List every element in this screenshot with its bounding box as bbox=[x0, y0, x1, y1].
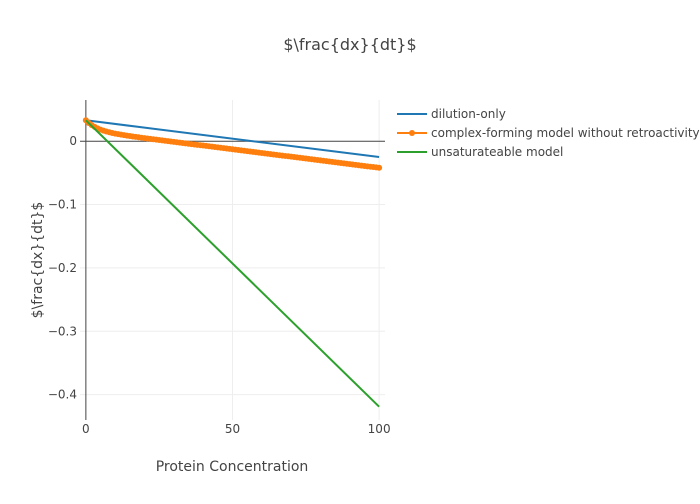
legend-marker-1 bbox=[409, 130, 415, 136]
tick-layer: 0 50 100 0 −0.1 −0.2 −0.3 −0.4 bbox=[48, 134, 391, 436]
y-axis-title: $\frac{dx}{dt}$ bbox=[30, 202, 46, 319]
x-tick-label: 50 bbox=[225, 422, 240, 436]
axis-layer bbox=[80, 100, 385, 420]
series-1-point bbox=[376, 164, 383, 171]
series-line-2 bbox=[85, 119, 380, 408]
x-axis-title: Protein Concentration bbox=[156, 459, 309, 475]
legend-label-1: complex-forming model without retroactiv… bbox=[431, 126, 700, 140]
chart-title: $\frac{dx}{dt}$ bbox=[283, 35, 416, 54]
y-tick-label: −0.4 bbox=[48, 388, 77, 402]
legend: dilution-only complex-forming model witho… bbox=[397, 107, 700, 159]
y-tick-label: −0.3 bbox=[48, 324, 77, 338]
x-tick-label: 0 bbox=[82, 422, 90, 436]
legend-label-0: dilution-only bbox=[431, 107, 506, 121]
grid-layer bbox=[80, 100, 385, 420]
series-layer bbox=[82, 117, 383, 408]
y-tick-label: −0.1 bbox=[48, 198, 77, 212]
y-tick-label: −0.2 bbox=[48, 261, 77, 275]
y-tick-label: 0 bbox=[69, 134, 77, 148]
x-tick-label: 100 bbox=[368, 422, 391, 436]
legend-label-2: unsaturateable model bbox=[431, 145, 563, 159]
series-line-0 bbox=[85, 119, 380, 159]
